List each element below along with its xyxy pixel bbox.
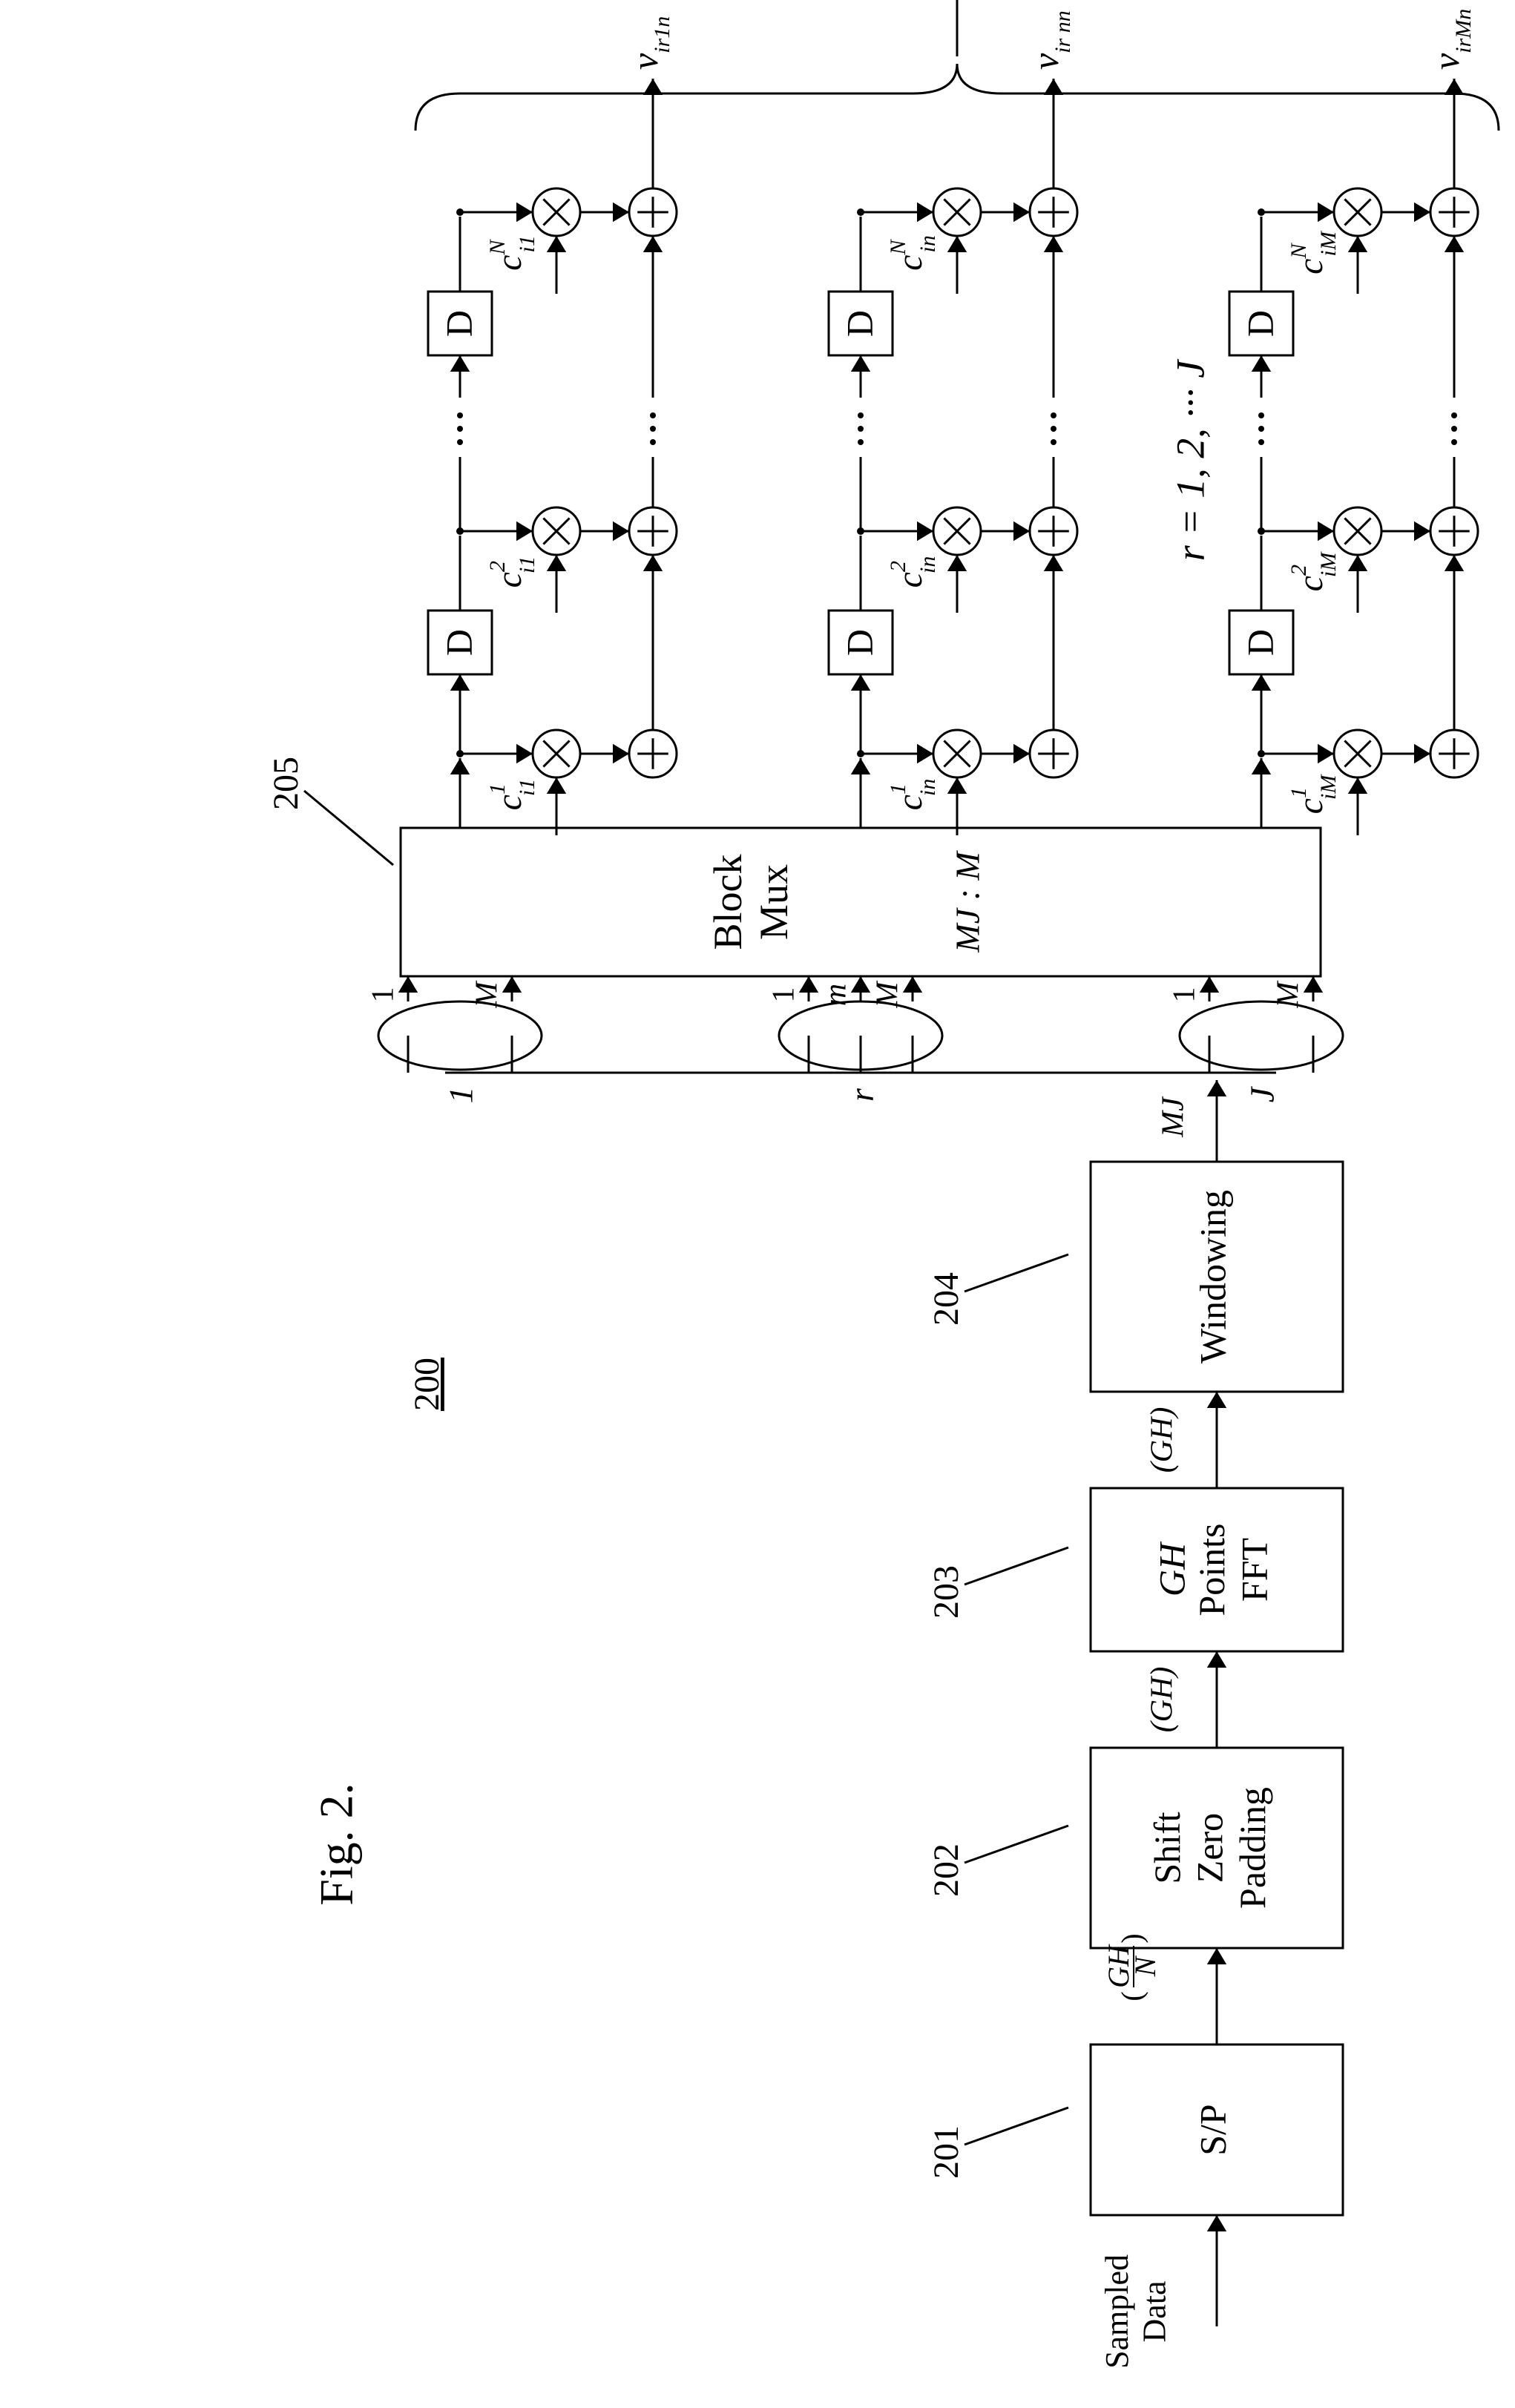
- svg-text:c1in: c1in: [886, 779, 940, 811]
- svg-text:1: 1: [442, 1087, 480, 1104]
- svg-text:J: J: [1243, 1085, 1281, 1102]
- svg-text:M: M: [470, 981, 505, 1009]
- svg-text:virMn: virMn: [1425, 9, 1476, 70]
- svg-text:D: D: [838, 629, 880, 656]
- svg-text:205: 205: [266, 757, 306, 810]
- svg-text:M: M: [1272, 981, 1306, 1009]
- svg-text:(: (: [1115, 1991, 1148, 2001]
- svg-text:BlockMux: BlockMux: [706, 855, 796, 950]
- svg-text:(GH): (GH): [1146, 1667, 1180, 1733]
- svg-text:D: D: [1239, 310, 1281, 337]
- svg-text:M: M: [871, 981, 905, 1009]
- svg-text:vir nn: vir nn: [1025, 10, 1075, 70]
- svg-text:PointsFFT: PointsFFT: [1191, 1523, 1275, 1616]
- svg-text:1: 1: [1168, 987, 1202, 1003]
- svg-text:r = 1, 2, ··· J: r = 1, 2, ··· J: [1168, 358, 1212, 561]
- svg-text:cNi1: cNi1: [485, 235, 539, 271]
- svg-text:r: r: [843, 1088, 881, 1102]
- svg-text:c2in: c2in: [886, 556, 940, 588]
- svg-text:Windowing: Windowing: [1192, 1190, 1233, 1363]
- svg-text:c2iM: c2iM: [1286, 551, 1341, 592]
- svg-text:MJ : M: MJ : M: [948, 850, 986, 953]
- svg-text:SampledData: SampledData: [1099, 2254, 1173, 2369]
- svg-text:204: 204: [927, 1272, 966, 1326]
- svg-text:1: 1: [767, 987, 801, 1003]
- svg-text:D: D: [838, 310, 880, 337]
- svg-text:c1i1: c1i1: [485, 779, 539, 811]
- svg-text:202: 202: [927, 1843, 966, 1897]
- svg-text:201: 201: [927, 2125, 966, 2179]
- svg-text:c2i1: c2i1: [485, 556, 539, 588]
- svg-text:D: D: [438, 629, 479, 656]
- svg-text:ShiftZeroPadding: ShiftZeroPadding: [1146, 1787, 1273, 1909]
- svg-text:D: D: [438, 310, 479, 337]
- svg-text:203: 203: [927, 1565, 966, 1619]
- svg-text:D: D: [1239, 629, 1281, 656]
- svg-text:vir1n: vir1n: [624, 16, 674, 70]
- svg-text:200: 200: [407, 1358, 447, 1411]
- svg-text:): ): [1115, 1933, 1148, 1943]
- svg-text:N: N: [1128, 1955, 1162, 1977]
- svg-text:(GH): (GH): [1146, 1407, 1180, 1473]
- svg-text:cNiM: cNiM: [1286, 230, 1341, 274]
- svg-text:Fig. 2.: Fig. 2.: [310, 1783, 363, 1905]
- svg-text:cNin: cNin: [886, 235, 940, 271]
- svg-text:m: m: [819, 984, 853, 1006]
- svg-text:GH: GH: [1151, 1541, 1192, 1596]
- svg-text:MJ: MJ: [1157, 1096, 1191, 1138]
- svg-text:1: 1: [367, 987, 401, 1003]
- svg-text:c1iM: c1iM: [1286, 774, 1341, 815]
- svg-text:S/P: S/P: [1192, 2104, 1233, 2156]
